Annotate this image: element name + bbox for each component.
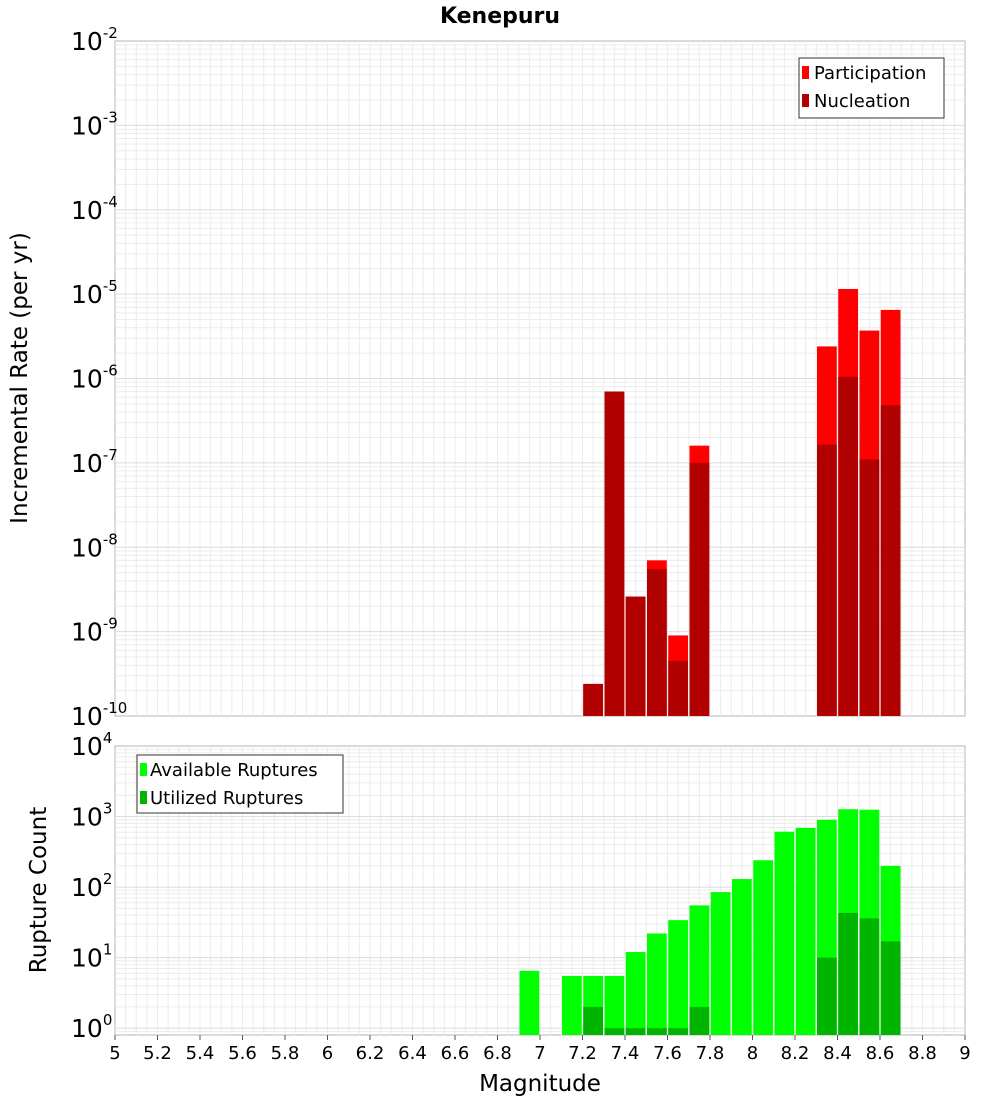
count-y-ticks: 104 103 102 101 100	[71, 729, 112, 1043]
chart-title: Kenepuru	[440, 4, 560, 29]
count-bar-a	[561, 975, 582, 1035]
count-bar-b	[668, 1028, 689, 1035]
x-tick-label: 5.2	[143, 1043, 172, 1064]
x-tick-label: 6.4	[398, 1043, 427, 1064]
rate-y-tick-label: 10-4	[71, 193, 118, 225]
rate-bar-b	[859, 459, 880, 716]
legend-swatch-available	[140, 763, 147, 776]
x-tick-label: 7.6	[653, 1043, 682, 1064]
rate-bar-b	[646, 569, 667, 716]
count-y-axis-label: Rupture Count	[26, 807, 52, 973]
rate-y-tick-label: 10-6	[71, 362, 118, 394]
x-axis-label: Magnitude	[479, 1071, 601, 1097]
count-bar-b	[604, 1028, 625, 1035]
rate-y-tick-label: 10-10	[71, 699, 127, 731]
legend-swatch-participation	[802, 66, 809, 79]
count-bar-b	[859, 918, 880, 1035]
legend-swatch-utilized	[140, 791, 147, 804]
x-tick-label: 5	[109, 1043, 120, 1064]
legend-swatch-nucleation	[802, 94, 809, 107]
x-tick-label: 9	[959, 1043, 970, 1064]
count-bar-b	[646, 1028, 667, 1035]
x-tick-label: 6.8	[483, 1043, 512, 1064]
x-tick-label: 7.8	[696, 1043, 725, 1064]
x-tick-label: 8.8	[908, 1043, 937, 1064]
x-tick-label: 8	[747, 1043, 758, 1064]
x-tick-label: 5.4	[186, 1043, 215, 1064]
x-tick-label: 8.4	[823, 1043, 852, 1064]
x-ticks: 5 5.2 5.4 5.6 5.8 6 6.2 6.4 6.6 6.8 7 7.2 7.4 7.6 7.8 8…	[109, 1035, 971, 1064]
count-bar-a	[710, 892, 731, 1035]
rate-y-tick-label: 10-8	[71, 530, 118, 562]
x-tick-label: 6	[322, 1043, 333, 1064]
rate-legend-box	[798, 57, 945, 119]
x-tick-label: 6.2	[356, 1043, 385, 1064]
count-bar-a	[731, 879, 752, 1035]
rate-y-tick-label: 10-2	[71, 24, 118, 56]
x-tick-label: 8.2	[781, 1043, 810, 1064]
rate-y-tick-label: 10-3	[71, 108, 118, 140]
rate-y-tick-label: 10-5	[71, 277, 118, 309]
rate-legend: Participation Nucleation	[798, 57, 945, 119]
count-bar-b	[625, 1028, 646, 1035]
rate-bars	[583, 289, 901, 716]
count-bars	[519, 809, 901, 1035]
rate-y-axis-label: Incremental Rate (per yr)	[7, 232, 33, 524]
x-tick-label: 8.6	[866, 1043, 895, 1064]
x-tick-label: 5.6	[228, 1043, 257, 1064]
count-bar-b	[838, 912, 859, 1035]
count-bar-b	[816, 957, 837, 1035]
rate-y-tick-label: 10-7	[71, 446, 118, 478]
count-bar-a	[753, 860, 774, 1035]
x-tick-label: 7.4	[611, 1043, 640, 1064]
legend-label-nucleation: Nucleation	[814, 91, 910, 112]
legend-label-utilized: Utilized Ruptures	[150, 788, 303, 809]
count-y-tick-label: 104	[71, 729, 112, 761]
rate-bar-b	[816, 444, 837, 716]
count-bar-a	[689, 905, 710, 1035]
count-bar-a	[625, 952, 646, 1035]
count-y-tick-label: 100	[71, 1011, 112, 1043]
rate-bar-b	[604, 391, 625, 716]
count-bar-a	[604, 975, 625, 1035]
count-bar-a	[646, 933, 667, 1035]
x-tick-label: 5.8	[271, 1043, 300, 1064]
count-y-tick-label: 101	[71, 941, 112, 973]
count-legend: Available Ruptures Utilized Ruptures	[136, 754, 344, 814]
rate-grid	[115, 41, 965, 716]
rate-bar-b	[838, 376, 859, 716]
rate-bar-b	[625, 596, 646, 716]
count-legend-box	[136, 754, 344, 814]
x-tick-label: 7.2	[568, 1043, 597, 1064]
count-bar-b	[880, 941, 901, 1035]
rate-bar-b	[689, 462, 710, 716]
count-bar-a	[795, 827, 816, 1035]
count-panel: 104 103 102 101 100 Rupture Count Available …	[26, 729, 971, 1097]
legend-label-available: Available Ruptures	[150, 760, 318, 781]
x-tick-label: 6.6	[441, 1043, 470, 1064]
legend-label-participation: Participation	[814, 63, 926, 84]
count-bar-a	[519, 970, 540, 1035]
rate-y-ticks: 10-2 10-3 10-4 10-5 10-6 10-7 10-8 10-9 10-10	[71, 24, 127, 731]
x-tick-label: 7	[534, 1043, 545, 1064]
count-y-tick-label: 102	[71, 870, 112, 902]
count-bar-a	[774, 831, 795, 1035]
count-bar-b	[689, 1006, 710, 1035]
rate-bar-b	[583, 683, 604, 716]
count-bar-b	[583, 1006, 604, 1035]
count-y-tick-label: 103	[71, 800, 112, 832]
count-bar-a	[668, 920, 689, 1035]
rate-bar-b	[880, 405, 901, 716]
rate-y-tick-label: 10-9	[71, 615, 118, 647]
rate-panel: 10-2 10-3 10-4 10-5 10-6 10-7 10-8 10-9 10-10 In…	[7, 24, 966, 731]
rate-bar-b	[668, 660, 689, 716]
